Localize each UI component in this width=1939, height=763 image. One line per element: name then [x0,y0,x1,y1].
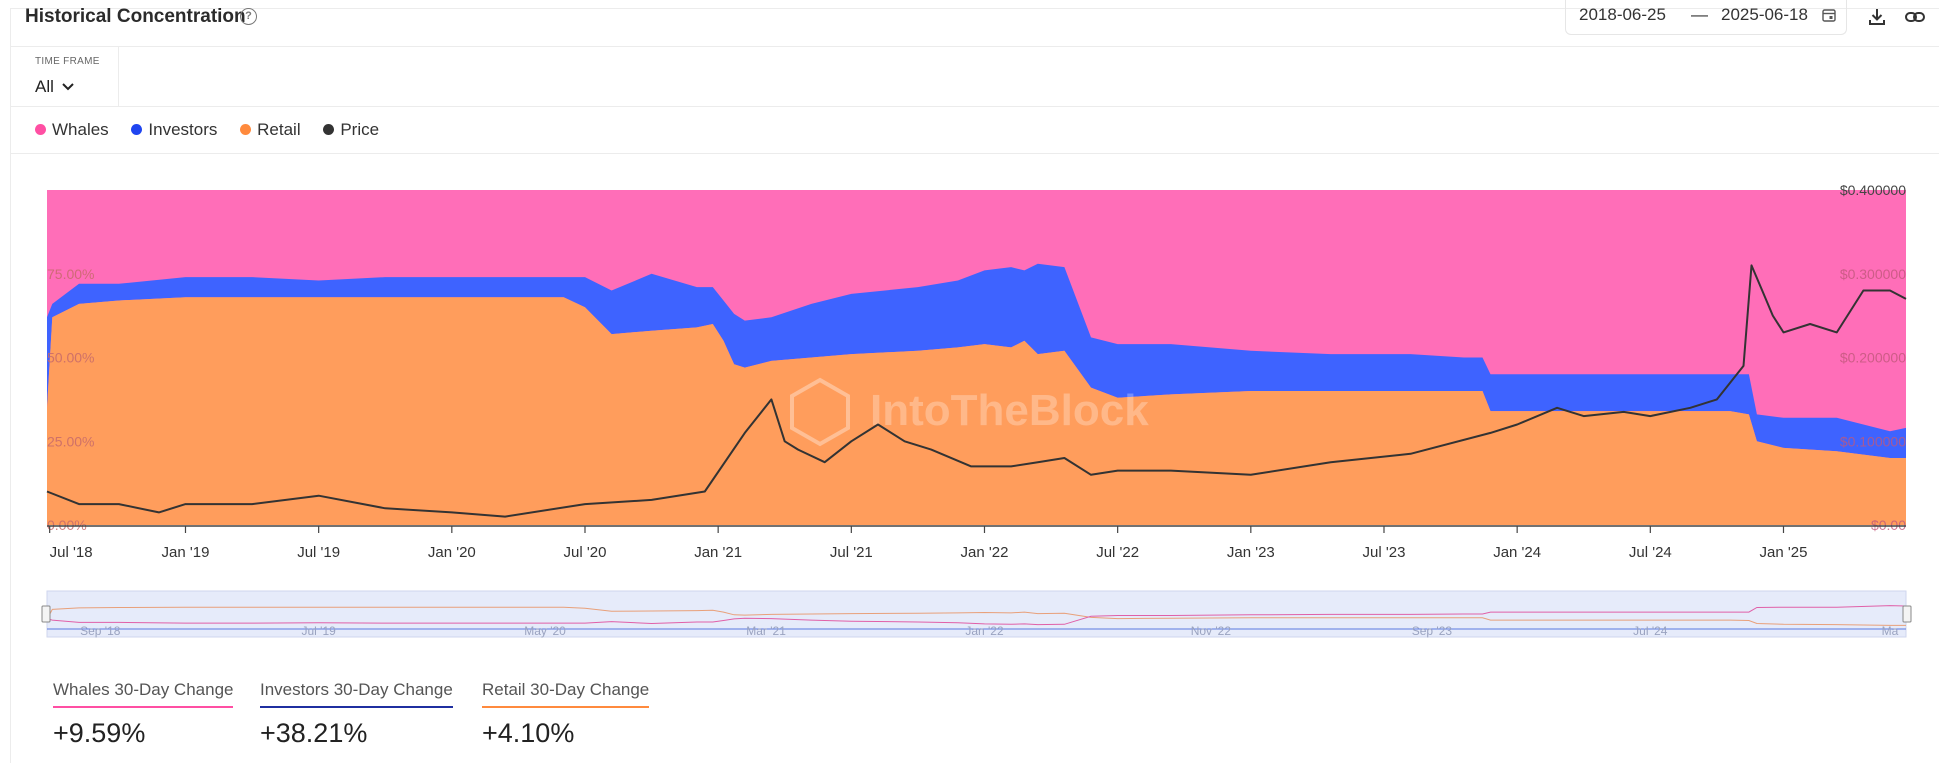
link-icon[interactable] [1904,6,1926,28]
y-tick-label-right: $0.100000 [1840,433,1906,449]
legend-label: Investors [148,120,218,139]
x-tick-label: Jan '24 [1493,544,1541,561]
navigator-tick-label: May '20 [524,624,566,638]
legend-dot [131,124,143,135]
stat-value: +4.10% [482,718,575,748]
chart-legend: Whales Investors Retail Price [35,120,397,140]
x-tick-label: Jul '24 [1629,544,1672,561]
y-tick-label-left: 50.00% [47,350,94,366]
stat-retail: Retail 30-Day Change +4.10% [482,680,650,749]
y-tick-label-right: $0.300000 [1840,266,1906,282]
page-title: Historical Concentration [25,6,246,27]
divider [118,47,119,107]
x-tick-label: Jan '23 [1227,544,1275,561]
navigator-handle-right[interactable] [1902,605,1912,623]
question-circle-icon[interactable]: ? [240,8,257,25]
x-tick-label: Jan '20 [428,544,476,561]
navigator-tick-label: Jul '19 [302,624,337,638]
legend-label: Price [340,120,380,139]
date-range-picker[interactable]: 2018-06-25 — 2025-06-18 [1565,0,1847,35]
timeframe-select[interactable]: All [35,77,74,97]
x-tick-label: Jul '19 [297,544,340,561]
watermark-logo [790,377,850,447]
chevron-down-icon [61,83,74,91]
date-start[interactable]: 2018-06-25 [1579,5,1666,24]
stat-value: +38.21% [260,718,368,748]
series-area-retail [47,297,1906,525]
legend-item-retail[interactable]: Retail [240,120,301,140]
legend-label: Whales [52,120,109,139]
navigator-tick-label: Nov '22 [1191,624,1232,638]
x-tick-label: Jan '22 [961,544,1009,561]
date-separator: — [1691,5,1708,24]
y-tick-label-right: $0.200000 [1840,350,1906,366]
y-tick-label-right: $0.400000 [1840,182,1906,198]
watermark: IntoTheBlock [870,386,1149,435]
y-tick-label-left: 25.00% [47,433,94,449]
x-tick-label: Jul '22 [1096,544,1139,561]
stat-label: Whales 30-Day Change [53,680,234,708]
date-end[interactable]: 2025-06-18 [1721,5,1808,24]
x-tick-label: Jan '19 [162,544,210,561]
timeframe-value: All [35,77,54,96]
navigator-tick-label: Sep '23 [1412,624,1453,638]
x-tick-label: Jul '23 [1363,544,1406,561]
legend-dot [35,124,46,135]
navigator-line-whales [46,605,1907,626]
divider [10,106,1939,107]
y-tick-label-left: 75.00% [47,266,94,282]
divider [10,46,1939,47]
navigator-tick-label: Jul '24 [1633,624,1668,638]
navigator-handle-left[interactable] [41,605,51,623]
divider [10,153,1939,154]
concentration-chart[interactable]: IntoTheBlock 0.00% 25.00% 50.00% 75.00% $0.00… [0,0,1939,660]
stat-whales: Whales 30-Day Change +9.59% [53,680,234,749]
timeframe-label: TIME FRAME [35,56,100,67]
stat-label: Investors 30-Day Change [260,680,453,708]
navigator-tick-label: Jan '22 [965,624,1004,638]
navigator-tick-label: Mar '21 [746,624,786,638]
navigator-tick-label: Ma [1882,624,1899,638]
legend-item-price[interactable]: Price [323,120,379,140]
navigator-tick-label: Sep '18 [80,624,121,638]
x-tick-label: Jan '21 [694,544,742,561]
legend-label: Retail [257,120,301,139]
series-line-price [46,264,1907,518]
calendar-icon[interactable] [1822,8,1836,22]
x-tick-label: Jul '18 [50,544,93,561]
stat-investors: Investors 30-Day Change +38.21% [260,680,453,749]
y-tick-label-right: $0.00 [1871,517,1906,533]
stat-value: +9.59% [53,718,146,748]
x-tick-label: Jul '20 [564,544,607,561]
legend-dot [240,124,252,135]
legend-item-investors[interactable]: Investors [131,120,217,140]
legend-dot [323,124,335,135]
series-area-investors [47,263,1906,458]
x-tick-label: Jul '21 [830,544,873,561]
download-icon[interactable] [1866,6,1888,28]
x-tick-label: Jan '25 [1760,544,1808,561]
navigator-line-retail [46,606,1906,626]
y-tick-label-left: 0.00% [47,517,87,533]
legend-item-whales[interactable]: Whales [35,120,109,140]
stat-label: Retail 30-Day Change [482,680,650,708]
